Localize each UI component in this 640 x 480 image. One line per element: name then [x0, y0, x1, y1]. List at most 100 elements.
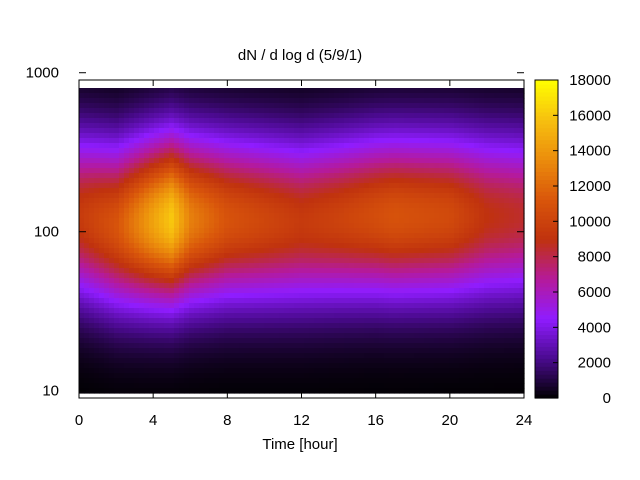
heatmap-cell [369, 153, 375, 159]
heatmap-cell [89, 208, 95, 214]
heatmap-cell [144, 248, 150, 254]
heatmap-cell [484, 218, 490, 224]
heatmap-cell [304, 138, 310, 144]
heatmap-cell [124, 173, 130, 179]
heatmap-cell [319, 328, 325, 334]
heatmap-cell [194, 268, 200, 274]
heatmap-cell [99, 128, 105, 134]
heatmap-cell [214, 198, 220, 204]
heatmap-cell [204, 133, 210, 139]
heatmap-cell [434, 378, 440, 384]
heatmap-cell [374, 258, 380, 264]
heatmap-cell [484, 88, 490, 94]
heatmap-cell [309, 118, 315, 124]
heatmap-cell [139, 93, 145, 99]
heatmap-cell [114, 93, 120, 99]
heatmap-cell [234, 243, 240, 249]
heatmap-cell [239, 368, 245, 374]
heatmap-cell [254, 358, 260, 364]
heatmap-cell [229, 198, 235, 204]
heatmap-cell [294, 138, 300, 144]
heatmap-cell [439, 288, 445, 294]
heatmap-cell [389, 168, 395, 174]
heatmap-cell [299, 98, 305, 104]
heatmap-cell [134, 173, 140, 179]
heatmap-cell [119, 388, 125, 394]
heatmap-cell [129, 293, 135, 299]
heatmap-cell [434, 358, 440, 364]
heatmap-cell [474, 203, 480, 209]
heatmap-cell [259, 183, 265, 189]
heatmap-cell [254, 118, 260, 124]
heatmap-cell [459, 128, 465, 134]
heatmap-cell [474, 118, 480, 124]
heatmap-cell [439, 238, 445, 244]
heatmap-cell [454, 358, 460, 364]
heatmap-cell [89, 313, 95, 319]
heatmap-cell [249, 98, 255, 104]
heatmap-cell [394, 123, 400, 129]
heatmap-cell [244, 318, 250, 324]
heatmap-cell [414, 358, 420, 364]
heatmap-cell [444, 358, 450, 364]
heatmap-cell [314, 88, 320, 94]
heatmap-cell [159, 128, 165, 134]
heatmap-cell [114, 143, 120, 149]
heatmap-cell [449, 253, 455, 259]
heatmap-cell [184, 93, 190, 99]
heatmap-cell [169, 138, 175, 144]
heatmap-cell [364, 88, 370, 94]
heatmap-cell [139, 108, 145, 114]
heatmap-cell [429, 383, 435, 389]
heatmap-cell [454, 198, 460, 204]
heatmap-cell [244, 138, 250, 144]
heatmap-cell [419, 108, 425, 114]
heatmap-cell [339, 363, 345, 369]
heatmap-cell [194, 133, 200, 139]
heatmap-cell [239, 203, 245, 209]
heatmap-cell [294, 183, 300, 189]
heatmap-cell [399, 298, 405, 304]
heatmap-cell [364, 123, 370, 129]
heatmap-cell [429, 193, 435, 199]
heatmap-cell [99, 233, 105, 239]
heatmap-cell [234, 293, 240, 299]
heatmap-cell [319, 178, 325, 184]
heatmap-cell [344, 203, 350, 209]
heatmap-cell [149, 388, 155, 394]
heatmap-cell [269, 198, 275, 204]
heatmap-cell [314, 188, 320, 194]
heatmap-cell [259, 303, 265, 309]
heatmap-cell [194, 308, 200, 314]
heatmap-cell [204, 268, 210, 274]
heatmap-cell [399, 148, 405, 154]
heatmap-cell [339, 133, 345, 139]
heatmap-cell [234, 233, 240, 239]
heatmap-cell [184, 103, 190, 109]
heatmap-cell [174, 358, 180, 364]
heatmap-cell [149, 168, 155, 174]
heatmap-cell [224, 148, 230, 154]
heatmap-cell [94, 98, 100, 104]
heatmap-cell [264, 298, 270, 304]
heatmap-cell [339, 173, 345, 179]
heatmap-cell [459, 358, 465, 364]
heatmap-cell [169, 213, 175, 219]
heatmap-cell [314, 308, 320, 314]
heatmap-cell [94, 293, 100, 299]
heatmap-cell [279, 213, 285, 219]
heatmap-cell [429, 173, 435, 179]
heatmap-cell [149, 113, 155, 119]
heatmap-cell [169, 368, 175, 374]
heatmap-cell [479, 93, 485, 99]
heatmap-cell [204, 373, 210, 379]
heatmap-cell [149, 273, 155, 279]
heatmap-cell [324, 188, 330, 194]
heatmap-cell [459, 228, 465, 234]
heatmap-cell [269, 98, 275, 104]
heatmap-cell [154, 288, 160, 294]
heatmap-cell [434, 303, 440, 309]
heatmap-cell [364, 298, 370, 304]
heatmap-cell [144, 363, 150, 369]
heatmap-cell [99, 273, 105, 279]
